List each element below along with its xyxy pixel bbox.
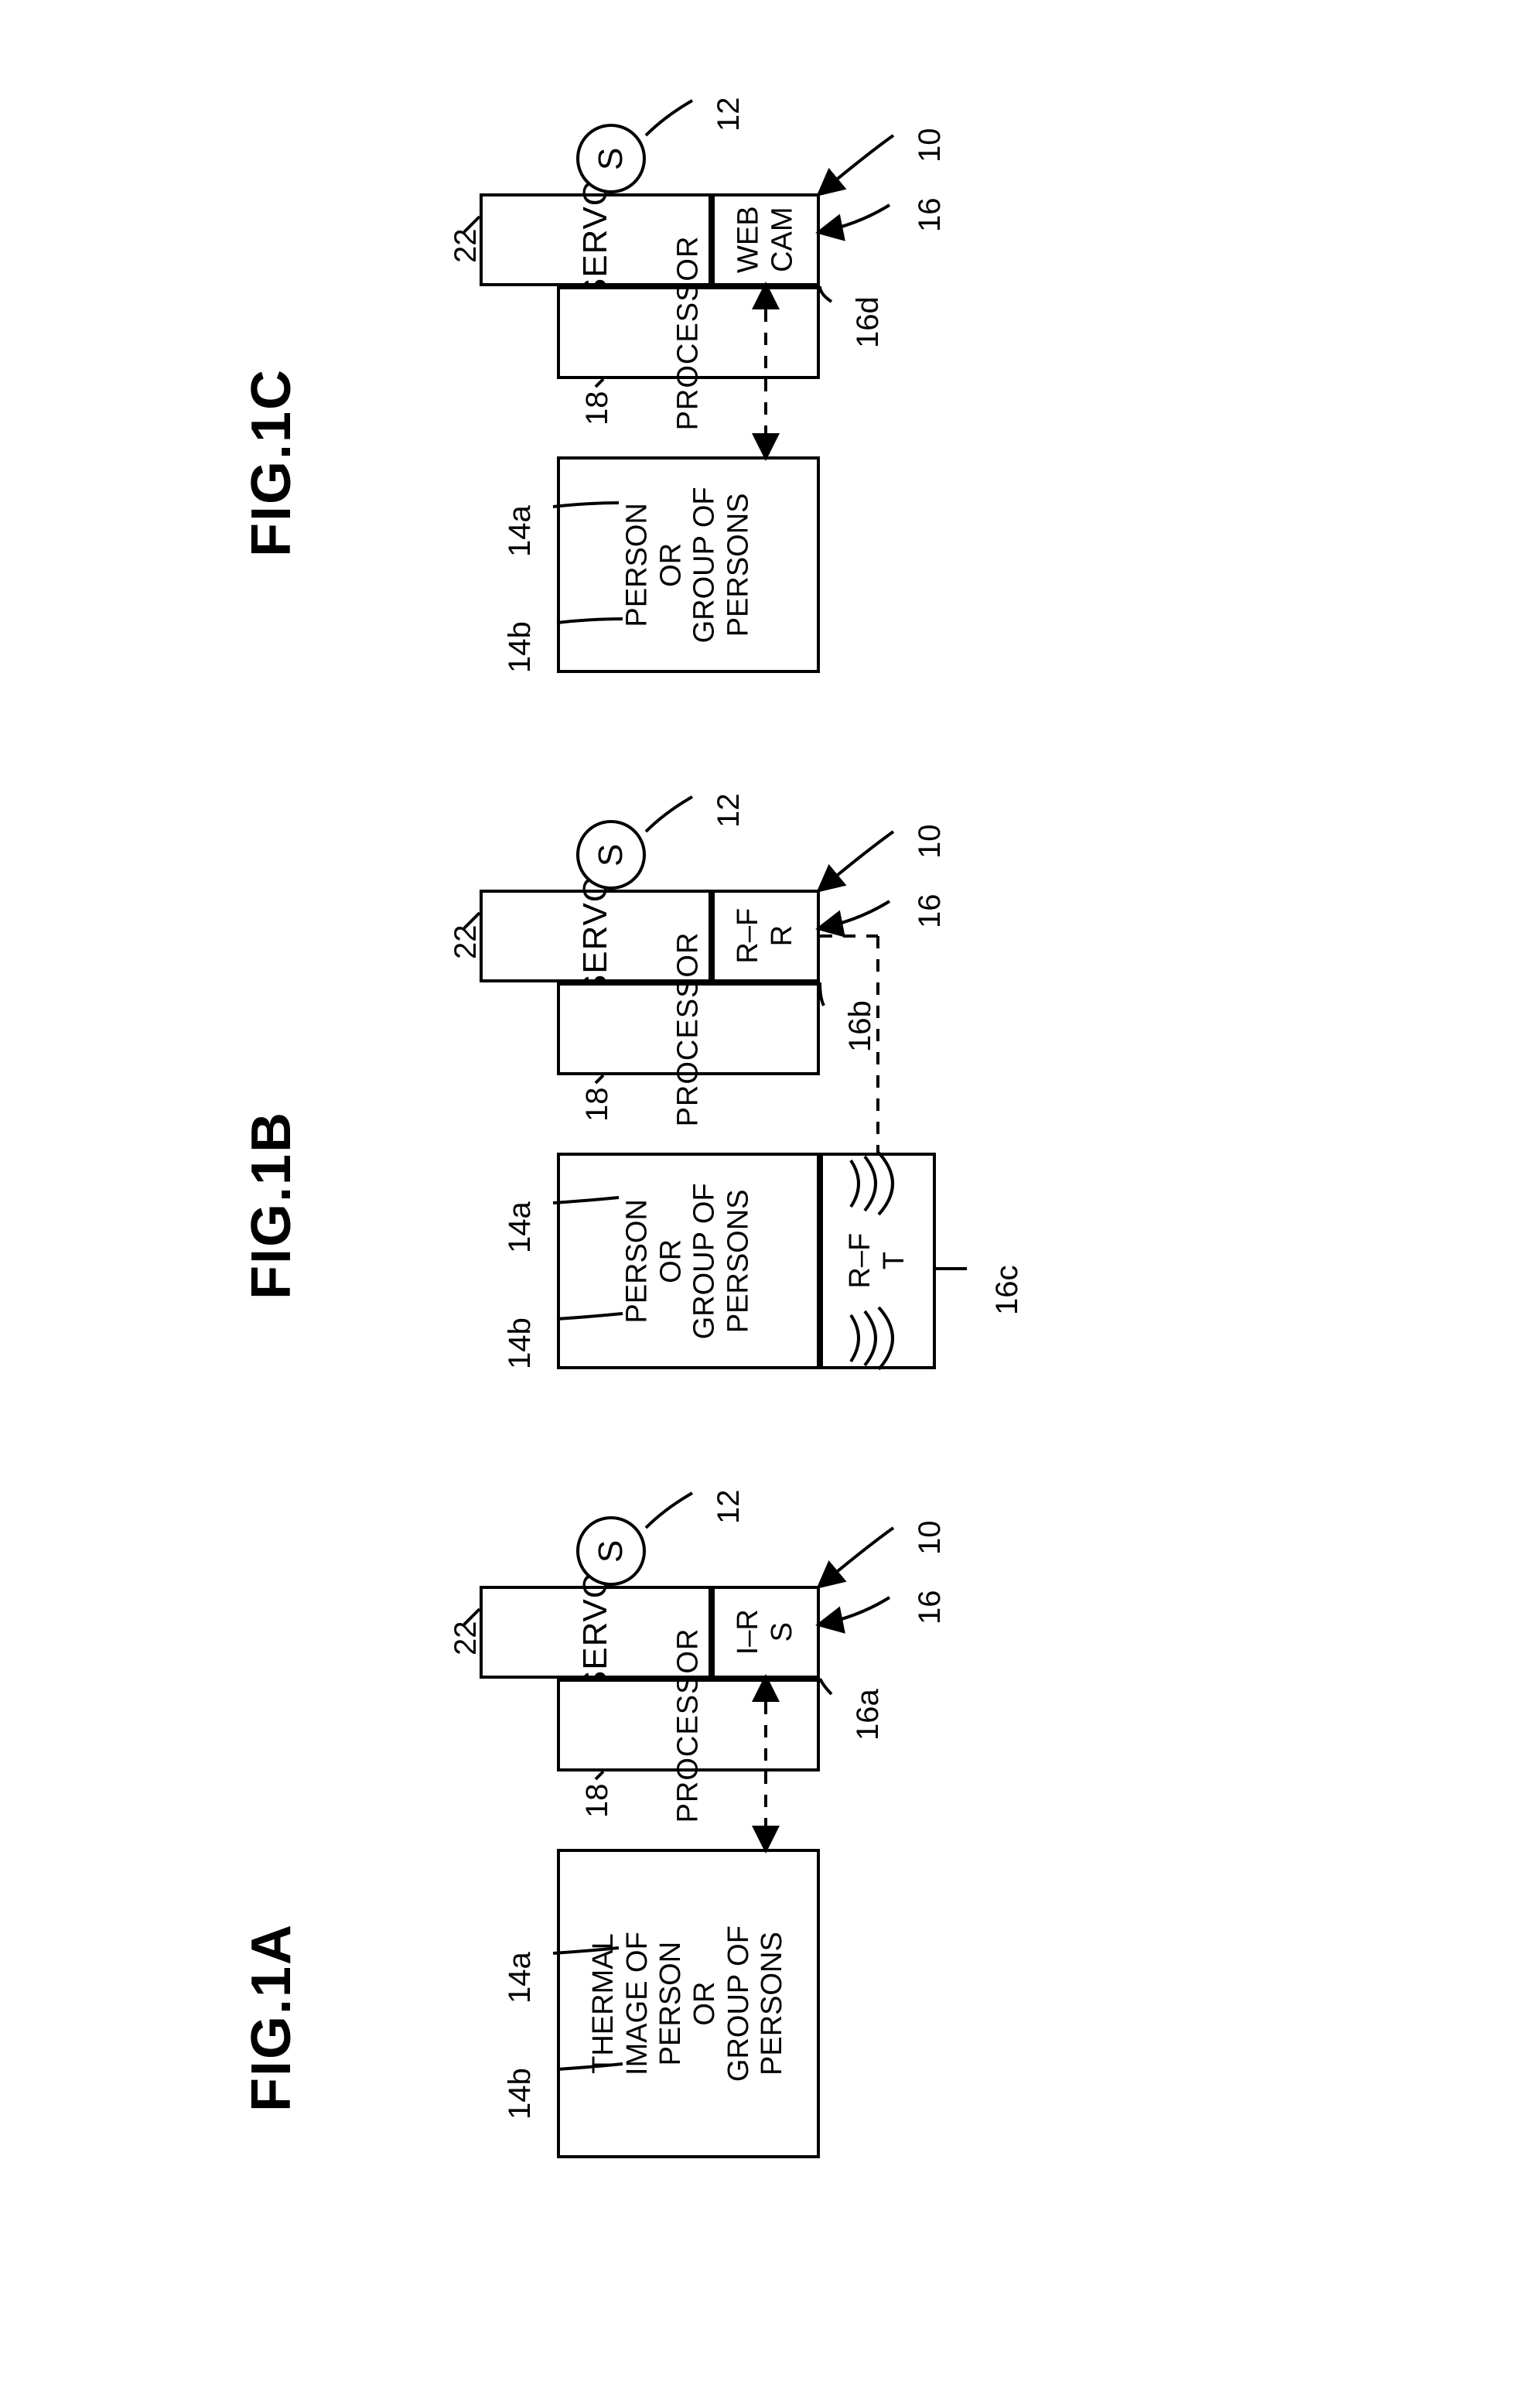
ref-16c: 16c (990, 1266, 1025, 1316)
processor-label: PROCESSOR (671, 235, 705, 430)
fig-1a-title: FIG.1A (240, 1923, 303, 2112)
fig-b-circle-s: S (576, 820, 646, 890)
fig-1c-title: FIG.1C (240, 368, 303, 557)
ref-16b: 16b (843, 1000, 878, 1052)
person-text: PERSON OR GROUP OF PERSONS (621, 487, 756, 643)
ref-22-b: 22 (449, 925, 483, 960)
s-glyph: S (592, 147, 630, 170)
ref-16-b: 16 (913, 894, 948, 929)
ref-14b-a: 14b (503, 2068, 538, 2120)
ref-16a: 16a (851, 1689, 886, 1741)
page: FIG.1C SERVO WEBCAM PROCESSOR S PERSON O… (0, 0, 1540, 2395)
fig-b-person: PERSON OR GROUP OF PERSONS (557, 1153, 820, 1369)
ref-10-a: 10 (913, 1521, 948, 1556)
ref-22-a: 22 (449, 1621, 483, 1656)
ref-12-a: 12 (712, 1490, 746, 1525)
fig-c-circle-s: S (576, 124, 646, 193)
fig-c-processor: PROCESSOR (557, 286, 820, 379)
fig-a-sensor: I–RS (712, 1586, 820, 1679)
ref-16d: 16d (851, 296, 886, 348)
ref-14a-b: 14a (503, 1201, 538, 1253)
fig-c-sensor: WEBCAM (712, 193, 820, 286)
fig-b-sensor: R–FR (712, 890, 820, 982)
ref-16-a: 16 (913, 1590, 948, 1625)
ref-14a-c: 14a (503, 505, 538, 557)
servo-label: SERVO (576, 179, 615, 301)
ref-10-c: 10 (913, 128, 948, 163)
ref-14a-a: 14a (503, 1952, 538, 2004)
fig-a-processor: PROCESSOR (557, 1679, 820, 1771)
ref-14b-c: 14b (503, 621, 538, 673)
fig-b-transmitter: R–FT (820, 1153, 936, 1369)
ref-12-b: 12 (712, 794, 746, 829)
ref-18-b: 18 (580, 1088, 615, 1122)
fig-c-person: PERSON OR GROUP OF PERSONS (557, 456, 820, 673)
fig-a-person: THERMAL IMAGE OF PERSON OR GROUP OF PERS… (557, 1849, 820, 2158)
ref-14b-b: 14b (503, 1317, 538, 1369)
ref-16-c: 16 (913, 198, 948, 233)
fig-a-circle-s: S (576, 1516, 646, 1586)
ref-10-b: 10 (913, 825, 948, 859)
fig-b-processor: PROCESSOR (557, 982, 820, 1075)
ref-18-c: 18 (580, 391, 615, 426)
sensor-label: WEBCAM (732, 207, 799, 274)
ref-12-c: 12 (712, 97, 746, 132)
ref-22-c: 22 (449, 229, 483, 264)
fig-1b-title: FIG.1B (240, 1111, 303, 1300)
ref-18-a: 18 (580, 1784, 615, 1819)
